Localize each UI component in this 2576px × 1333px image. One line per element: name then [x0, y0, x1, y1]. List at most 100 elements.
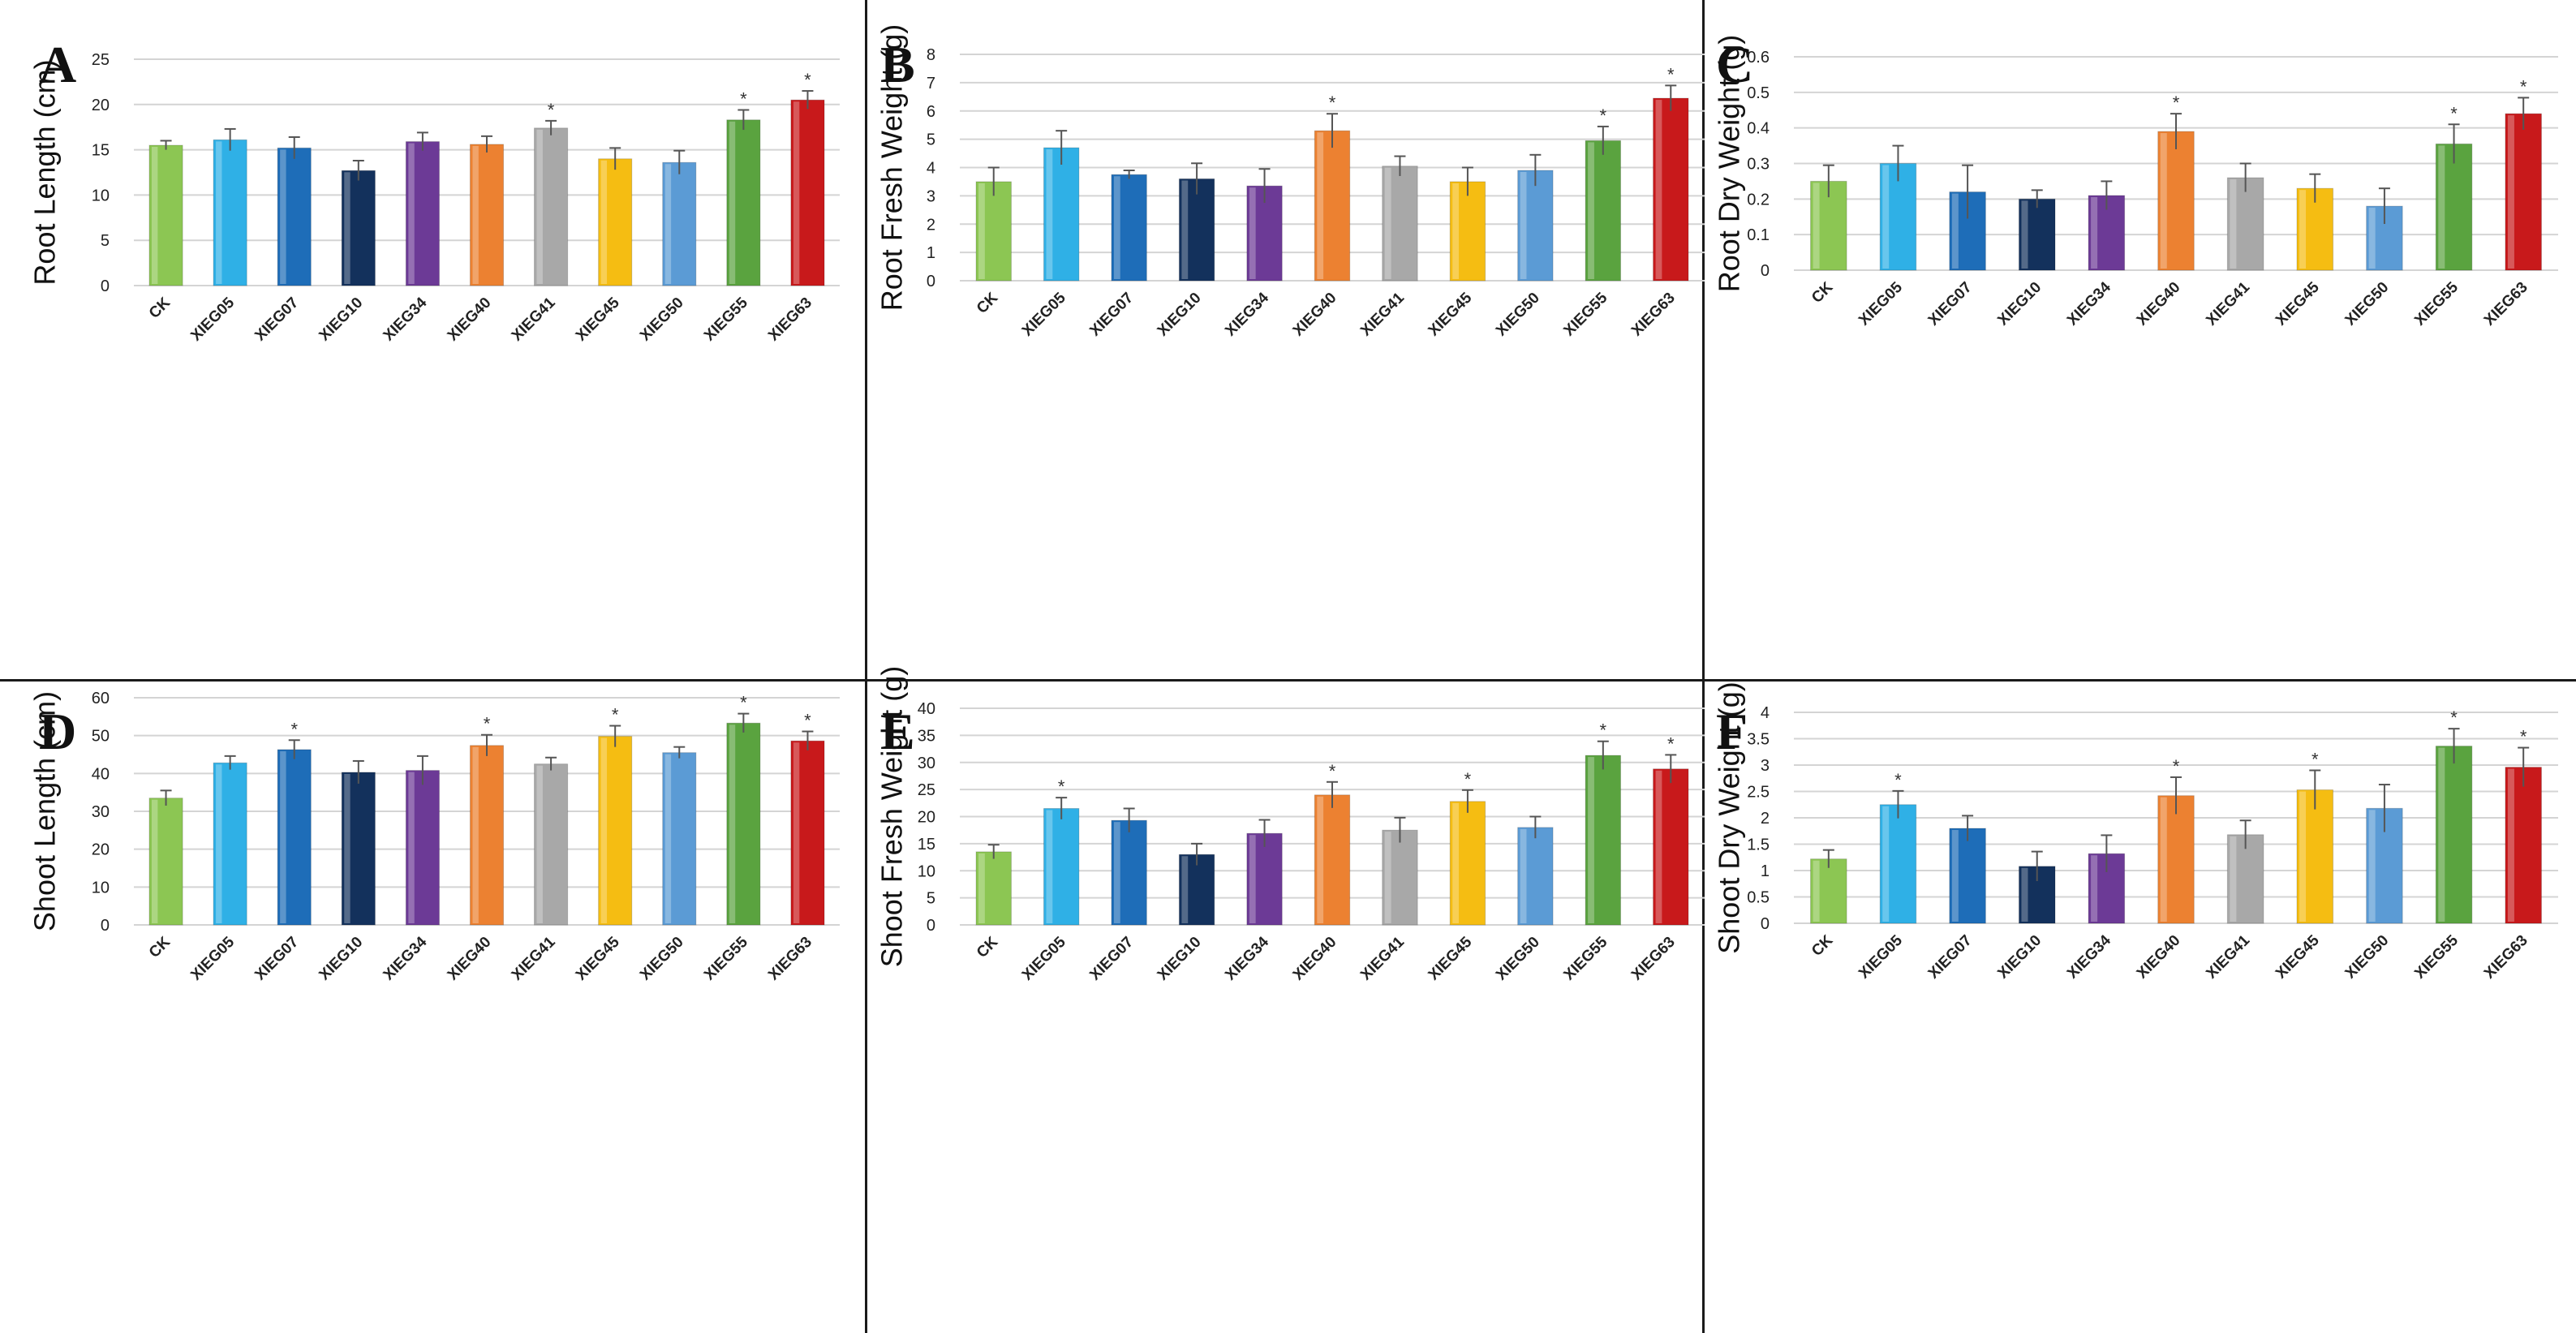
bar-highlight [1951, 830, 1959, 922]
y-tick-label: 0 [101, 277, 110, 295]
bar-highlight [2230, 179, 2237, 269]
bar-highlight [216, 764, 222, 923]
bar [598, 158, 633, 286]
x-tick-label: XIEG40 [445, 295, 495, 345]
y-tick-label: 8 [927, 46, 935, 64]
significance-star: * [2450, 707, 2458, 728]
x-tick-label: CK [146, 294, 174, 321]
x-tick-label: XIEG55 [1560, 289, 1611, 339]
x-tick-label: XIEG10 [1994, 279, 2045, 329]
bar-highlight [1655, 770, 1662, 923]
bar-highlight [472, 746, 479, 923]
bar-highlight [2091, 855, 2098, 922]
bar-highlight [2438, 747, 2445, 922]
y-tick-label: 3 [927, 187, 935, 205]
x-tick-label: XIEG45 [2273, 278, 2323, 329]
bar [534, 763, 569, 926]
y-tick-label: 40 [92, 765, 110, 783]
y-axis-title: Root Dry Weight (g) [1713, 35, 1746, 292]
significance-star: * [740, 693, 747, 713]
panel-letter: B [880, 36, 915, 93]
bar [1314, 130, 1351, 282]
bar [1382, 166, 1418, 282]
bar [975, 181, 1012, 282]
y-tick-label: 10 [92, 879, 110, 897]
chart-shoot-dry-weight: 0 0.5 1 1.5 2 2.5 3 3.5 4 Shoot Dry Weight (g) CK *… [1713, 682, 2558, 983]
bar [2435, 746, 2473, 924]
y-axis-title: Root Length (cm) [28, 59, 62, 285]
bar-highlight [600, 160, 608, 284]
bar [1246, 832, 1283, 926]
bar-highlight [536, 765, 543, 923]
x-tick-label: XIEG45 [1426, 289, 1476, 339]
panel-letter: E [880, 703, 915, 760]
x-tick-label: XIEG50 [1493, 290, 1543, 340]
horizontal-divider [0, 679, 2576, 682]
x-tick-label: XIEG40 [2134, 932, 2184, 983]
y-tick-label: 6 [927, 103, 935, 121]
panel-letter: D [39, 703, 77, 760]
x-tick-label: XIEG34 [2064, 931, 2114, 982]
x-tick-label: XIEG55 [701, 294, 751, 344]
bar [1449, 801, 1486, 926]
x-tick-label: CK [974, 933, 1001, 961]
bar-highlight [664, 164, 672, 284]
bar [534, 127, 569, 286]
significance-star: * [290, 719, 298, 739]
y-tick-label: 7 [927, 75, 935, 92]
y-tick-label: 30 [918, 755, 935, 772]
bar [1449, 181, 1486, 282]
x-tick-label: XIEG41 [509, 294, 559, 344]
bar-highlight [793, 742, 800, 923]
panel-d: D 0 10 20 30 40 50 60 Shoot Length (cm) CK XIEG05… [0, 682, 863, 1333]
bar-highlight [1882, 165, 1890, 269]
bar [1653, 97, 1689, 282]
significance-star: * [2520, 76, 2527, 97]
significance-star: * [612, 705, 619, 725]
x-tick-label: XIEG63 [2481, 279, 2531, 329]
y-tick-label: 0 [927, 273, 935, 290]
x-tick-label: XIEG63 [765, 934, 815, 984]
bar-highlight [280, 149, 286, 284]
x-tick-label: XIEG40 [1290, 290, 1340, 340]
y-tick-label: 0.3 [1747, 156, 1770, 174]
bar [2157, 131, 2195, 271]
x-tick-label: XIEG10 [1994, 932, 2045, 983]
chart-shoot-length: 0 10 20 30 40 50 60 Shoot Length (cm) CK XIEG05 * X… [28, 690, 840, 984]
vertical-divider-left [865, 0, 867, 1333]
x-tick-label: XIEG34 [1222, 289, 1272, 339]
y-tick-label: 25 [918, 781, 935, 799]
bar [2505, 767, 2542, 924]
x-tick-label: XIEG45 [2273, 931, 2323, 982]
bar-highlight [1384, 832, 1391, 923]
significance-star: * [1667, 64, 1675, 84]
significance-star: * [2520, 727, 2527, 747]
bar [341, 772, 376, 926]
bar [2505, 113, 2542, 271]
bar [1585, 140, 1622, 282]
bar-highlight [2368, 208, 2376, 269]
bar-highlight [1317, 132, 1324, 279]
bar [726, 119, 761, 286]
bar-highlight [2438, 145, 2445, 269]
bar-highlight [2091, 196, 2098, 269]
y-tick-label: 30 [92, 803, 110, 821]
y-tick-label: 5 [927, 890, 935, 908]
bar [1111, 819, 1147, 926]
x-tick-label: XIEG63 [765, 295, 815, 345]
bar-highlight [1813, 860, 1820, 922]
x-tick-label: XIEG41 [2203, 278, 2253, 329]
bar [790, 99, 825, 286]
y-tick-label: 1 [1761, 862, 1770, 880]
x-tick-label: XIEG45 [573, 933, 623, 983]
bar [1517, 827, 1554, 926]
bar [1043, 147, 1080, 282]
x-tick-label: XIEG41 [509, 933, 559, 983]
bar [277, 147, 312, 286]
bar [405, 770, 440, 926]
y-tick-label: 0 [1761, 915, 1770, 933]
bar-highlight [2021, 867, 2028, 922]
x-tick-label: XIEG05 [187, 294, 238, 344]
bar-highlight [1046, 149, 1053, 279]
